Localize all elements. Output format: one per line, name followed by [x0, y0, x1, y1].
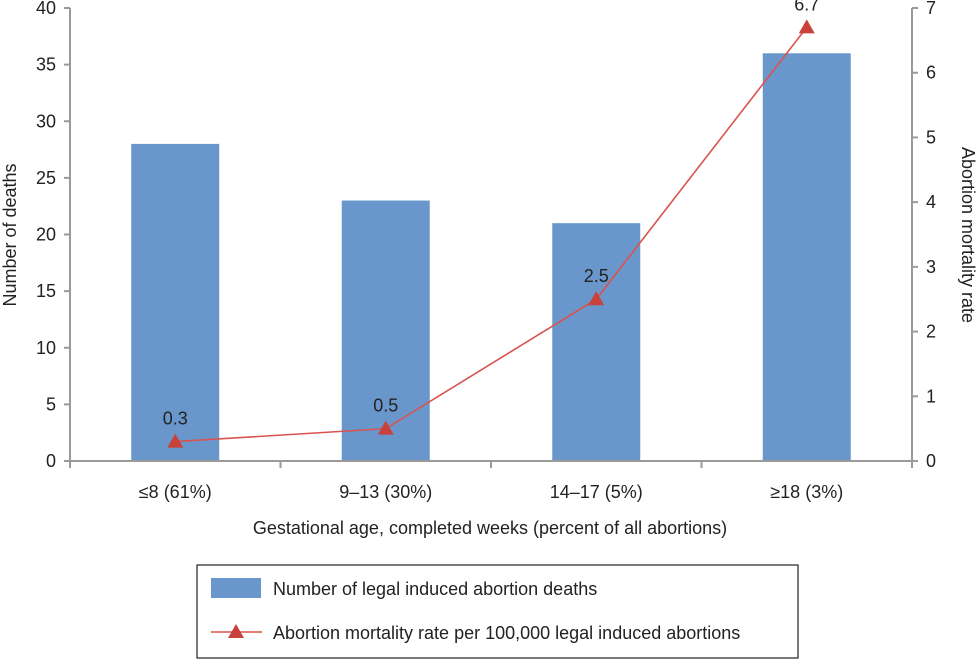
y-tick-label: 0	[46, 451, 56, 471]
bar	[762, 53, 851, 462]
rate-marker	[167, 433, 184, 448]
y-tick-label: 20	[36, 225, 56, 245]
x-tick-label: 9–13 (30%)	[339, 482, 432, 502]
rate-data-label: 6.7	[794, 0, 819, 14]
legend-bar-swatch	[211, 578, 261, 598]
y2-tick-label: 7	[926, 0, 936, 18]
legend-box	[196, 564, 799, 659]
bar	[552, 223, 641, 461]
y-axis-label: Number of deaths	[0, 163, 20, 306]
rate-marker	[588, 291, 605, 306]
bar	[341, 200, 430, 461]
bar	[131, 143, 220, 461]
y2-axis-label: Abortion mortality rate	[958, 147, 978, 323]
rate-marker	[377, 420, 394, 435]
y-tick-label: 30	[36, 111, 56, 131]
y-tick-label: 35	[36, 55, 56, 75]
x-axis-label: Gestational age, completed weeks (percen…	[253, 518, 727, 538]
legend-bar-label: Number of legal induced abortion deaths	[273, 579, 597, 599]
y2-tick-label: 2	[926, 322, 936, 342]
y2-tick-label: 0	[926, 451, 936, 471]
rate-line	[175, 26, 808, 443]
x-tick-label: ≥18 (3%)	[770, 482, 843, 502]
y2-tick-label: 4	[926, 192, 936, 212]
rate-data-label: 0.5	[373, 396, 398, 416]
y2-tick-label: 6	[926, 63, 936, 83]
y-tick-label: 5	[46, 394, 56, 414]
y-tick-label: 10	[36, 338, 56, 358]
x-tick-label: ≤8 (61%)	[139, 482, 212, 502]
x-tick-label: 14–17 (5%)	[550, 482, 643, 502]
y-tick-label: 40	[36, 0, 56, 18]
rate-data-label: 0.3	[163, 409, 188, 429]
legend-triangle-icon	[228, 624, 244, 638]
y-tick-label: 25	[36, 168, 56, 188]
y2-tick-label: 3	[926, 257, 936, 277]
rate-data-label: 2.5	[584, 266, 609, 286]
legend-line-label: Abortion mortality rate per 100,000 lega…	[273, 623, 740, 643]
y2-tick-label: 5	[926, 127, 936, 147]
y-tick-label: 15	[36, 281, 56, 301]
y2-tick-label: 1	[926, 386, 936, 406]
rate-marker	[798, 19, 815, 34]
